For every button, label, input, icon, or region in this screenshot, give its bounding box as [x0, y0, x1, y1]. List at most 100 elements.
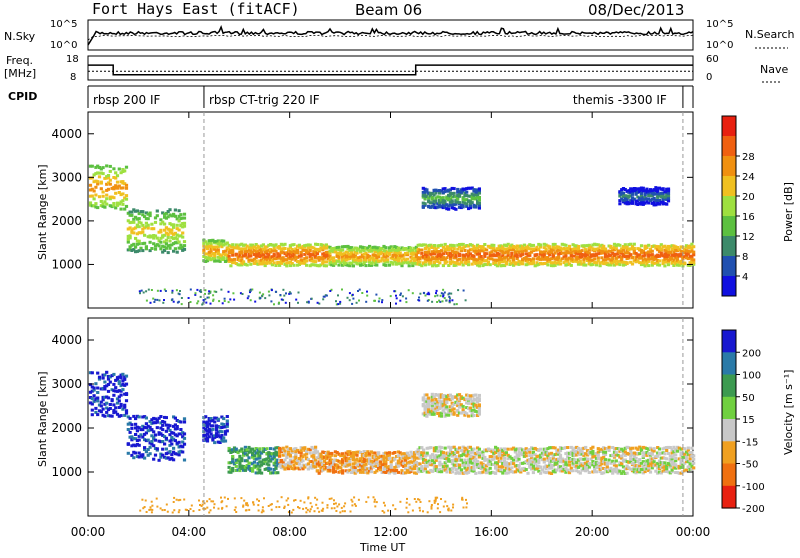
echo-cell: [422, 396, 425, 399]
echo-cell: [234, 509, 236, 511]
echo-cell: [478, 202, 481, 205]
echo-cell: [208, 435, 211, 438]
echo-cell: [472, 468, 475, 471]
echo-cell: [270, 300, 272, 302]
echo-cell: [329, 290, 331, 292]
echo-cell: [577, 245, 580, 248]
echo-cell: [690, 451, 693, 454]
echo-cell: [374, 300, 376, 302]
echo-cell: [208, 290, 210, 292]
echo-cell: [191, 505, 193, 507]
echo-cell: [152, 444, 155, 447]
echo-cell: [305, 264, 308, 267]
echo-cell: [172, 226, 175, 229]
echo-cell: [325, 264, 328, 267]
echo-cell: [350, 511, 352, 513]
echo-cell: [273, 261, 276, 264]
echo-cell: [149, 452, 152, 455]
echo-cell: [109, 407, 112, 410]
echo-cell: [478, 207, 481, 210]
echo-cell: [198, 509, 200, 511]
echo-cell: [100, 404, 103, 407]
echo-cell: [626, 261, 629, 264]
echo-cell: [96, 391, 99, 394]
echo-cell: [399, 501, 401, 503]
echo-cell: [399, 251, 402, 254]
echo-cell: [550, 452, 553, 455]
echo-cell: [305, 507, 307, 509]
echo-cell: [595, 470, 598, 473]
echo-cell: [366, 291, 368, 293]
echo-cell: [196, 302, 198, 304]
echo-cell: [179, 293, 181, 295]
echo-cell: [532, 257, 535, 260]
echo-cell: [445, 465, 448, 468]
echo-cell: [147, 217, 150, 220]
echo-cell: [382, 510, 384, 512]
echo-cell: [427, 511, 429, 513]
echo-cell: [240, 497, 242, 499]
echo-cell: [160, 290, 162, 292]
date-label: 08/Dec/2013: [588, 1, 684, 19]
echo-cell: [224, 433, 227, 436]
echo-cell: [453, 244, 456, 247]
echo-cell: [232, 292, 234, 294]
echo-cell: [451, 299, 453, 301]
echo-cell: [103, 206, 106, 209]
echo-cell: [510, 466, 513, 469]
echo-cell: [258, 454, 261, 457]
echo-cell: [125, 166, 128, 169]
echo-cell: [532, 471, 535, 474]
echo-cell: [586, 458, 589, 461]
echo-cell: [163, 443, 166, 446]
echo-cell: [579, 260, 582, 263]
echo-cell: [213, 441, 216, 444]
echo-cell: [154, 434, 157, 437]
echo-cell: [312, 456, 315, 459]
echo-cell: [435, 497, 437, 499]
echo-cell: [172, 447, 175, 450]
echo-cell: [221, 508, 223, 510]
echo-cell: [435, 465, 438, 468]
echo-cell: [408, 264, 411, 267]
echo-cell: [242, 506, 244, 508]
echo-cell: [478, 448, 481, 451]
echo-cell: [109, 179, 112, 182]
echo-cell: [193, 510, 195, 512]
echo-cell: [597, 256, 600, 259]
echo-cell: [557, 256, 560, 259]
echo-cell: [366, 295, 368, 297]
echo-cell: [428, 500, 430, 502]
echo-cell: [121, 373, 124, 376]
echo-cell: [440, 498, 442, 500]
echo-cell: [107, 174, 110, 177]
echo-cell: [178, 241, 181, 244]
echo-cell: [154, 454, 157, 457]
echo-cell: [141, 499, 143, 501]
echo-cell: [171, 292, 173, 294]
echo-cell: [564, 244, 567, 247]
echo-cell: [134, 423, 137, 426]
echo-cell: [174, 247, 177, 250]
echo-cell: [183, 443, 186, 446]
echo-cell: [440, 415, 443, 418]
echo-cell: [638, 458, 641, 461]
echo-cell: [206, 500, 208, 502]
echo-cell: [231, 455, 234, 458]
echo-cell: [242, 293, 244, 295]
echo-cell: [167, 511, 169, 513]
echo-cell: [197, 300, 199, 302]
echo-cell: [400, 469, 403, 472]
echo-cell: [434, 295, 436, 297]
echo-cell: [431, 470, 434, 473]
echo-cell: [162, 302, 164, 304]
echo-cell: [275, 506, 277, 508]
echo-cell: [200, 296, 202, 298]
echo-cell: [224, 298, 226, 300]
echo-cell: [125, 198, 128, 201]
echo-cell: [472, 448, 475, 451]
echo-cell: [412, 292, 414, 294]
colorbar-tick-label: 20: [742, 192, 755, 203]
echo-cell: [593, 258, 596, 261]
echo-cell: [109, 170, 112, 173]
